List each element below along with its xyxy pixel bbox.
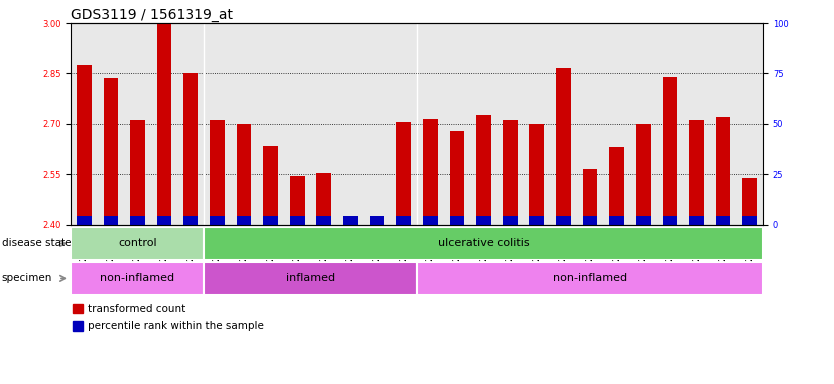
Bar: [73, 321, 83, 331]
Text: control: control: [118, 238, 157, 248]
Bar: [583, 169, 597, 225]
Bar: [636, 124, 651, 225]
Bar: [369, 218, 384, 225]
Bar: [71, 227, 204, 260]
Bar: [396, 216, 411, 225]
Bar: [450, 216, 465, 225]
Text: specimen: specimen: [2, 273, 52, 283]
Bar: [237, 124, 251, 225]
Bar: [290, 176, 304, 225]
Bar: [343, 216, 358, 225]
Bar: [237, 216, 251, 225]
Bar: [210, 216, 224, 225]
Text: percentile rank within the sample: percentile rank within the sample: [88, 321, 264, 331]
Bar: [264, 216, 278, 225]
Bar: [423, 216, 438, 225]
Bar: [716, 216, 731, 225]
Bar: [73, 304, 83, 313]
Bar: [210, 121, 224, 225]
Bar: [316, 172, 331, 225]
Bar: [77, 216, 92, 225]
Bar: [742, 177, 757, 225]
Bar: [556, 216, 570, 225]
Bar: [396, 122, 411, 225]
Bar: [130, 216, 145, 225]
Text: non-inflamed: non-inflamed: [553, 273, 627, 283]
Bar: [530, 216, 544, 225]
Text: transformed count: transformed count: [88, 304, 186, 314]
Text: disease state: disease state: [2, 238, 71, 248]
Bar: [476, 216, 491, 225]
Bar: [204, 227, 763, 260]
Bar: [343, 221, 358, 225]
Bar: [264, 146, 278, 225]
Bar: [689, 216, 704, 225]
Bar: [204, 262, 417, 295]
Bar: [742, 216, 757, 225]
Text: inflamed: inflamed: [286, 273, 335, 283]
Bar: [423, 119, 438, 225]
Bar: [183, 216, 198, 225]
Bar: [417, 262, 763, 295]
Bar: [369, 216, 384, 225]
Bar: [716, 117, 731, 225]
Bar: [71, 262, 204, 295]
Text: GDS3119 / 1561319_at: GDS3119 / 1561319_at: [71, 8, 233, 22]
Bar: [530, 124, 544, 225]
Bar: [662, 77, 677, 225]
Bar: [103, 216, 118, 225]
Bar: [476, 116, 491, 225]
Bar: [290, 216, 304, 225]
Bar: [610, 216, 624, 225]
Bar: [316, 216, 331, 225]
Bar: [503, 216, 518, 225]
Bar: [157, 216, 172, 225]
Bar: [77, 65, 92, 225]
Text: ulcerative colitis: ulcerative colitis: [438, 238, 530, 248]
Bar: [556, 68, 570, 225]
Bar: [103, 78, 118, 225]
Bar: [503, 121, 518, 225]
Bar: [183, 73, 198, 225]
Bar: [583, 216, 597, 225]
Bar: [662, 216, 677, 225]
Bar: [636, 216, 651, 225]
Bar: [689, 121, 704, 225]
Bar: [130, 121, 145, 225]
Bar: [610, 147, 624, 225]
Text: non-inflamed: non-inflamed: [100, 273, 174, 283]
Bar: [450, 131, 465, 225]
Bar: [157, 23, 172, 225]
